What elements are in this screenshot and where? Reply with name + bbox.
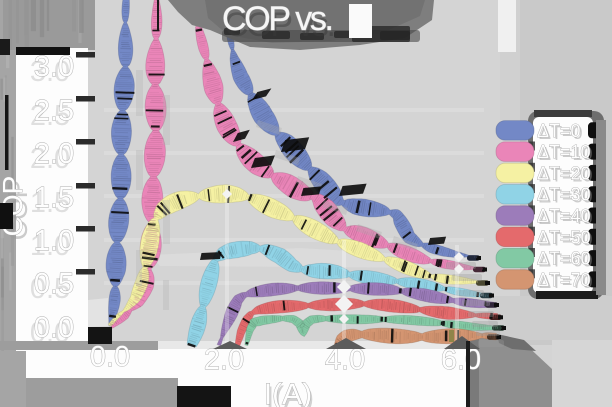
svg-text:1.0: 1.0 xyxy=(30,230,70,262)
svg-text:I(A): I(A) xyxy=(264,378,312,407)
svg-text:ΔT=30: ΔT=30 xyxy=(537,185,591,205)
svg-text:1.5: 1.5 xyxy=(34,182,74,214)
svg-text:0.0: 0.0 xyxy=(34,312,74,344)
svg-text:ΔT=60: ΔT=60 xyxy=(539,251,593,271)
svg-text:ΔT=70: ΔT=70 xyxy=(537,270,591,290)
svg-text:ΔT=40: ΔT=40 xyxy=(537,206,591,226)
svg-text:ΔT=20: ΔT=20 xyxy=(537,163,591,183)
svg-text:0.0: 0.0 xyxy=(30,317,70,349)
svg-text:I(A): I(A) xyxy=(266,381,314,407)
svg-text:0.5: 0.5 xyxy=(34,268,74,300)
svg-text:6.0: 6.0 xyxy=(441,344,481,376)
svg-text:ΔT=0: ΔT=0 xyxy=(539,123,583,143)
svg-text:ΔT=0: ΔT=0 xyxy=(537,121,581,141)
svg-text:0.5: 0.5 xyxy=(30,273,70,305)
svg-text:4.0: 4.0 xyxy=(325,344,365,376)
svg-text:ΔT=10: ΔT=10 xyxy=(537,142,591,162)
svg-text:ΔT=30: ΔT=30 xyxy=(539,187,593,207)
svg-text:ΔT=60: ΔT=60 xyxy=(537,249,591,269)
svg-text:2.0: 2.0 xyxy=(34,138,74,170)
svg-text:2.0: 2.0 xyxy=(30,143,70,175)
svg-text:1.0: 1.0 xyxy=(34,225,74,257)
svg-text:COP vs.: COP vs. xyxy=(224,6,336,44)
svg-text:2.5: 2.5 xyxy=(30,100,70,132)
svg-text:ΔT=20: ΔT=20 xyxy=(539,165,593,185)
svg-text:3.0: 3.0 xyxy=(30,56,70,88)
svg-text:3.0: 3.0 xyxy=(34,51,74,83)
svg-text:1.5: 1.5 xyxy=(30,187,70,219)
svg-text:ΔT=40: ΔT=40 xyxy=(539,208,593,228)
svg-text:0.0: 0.0 xyxy=(90,341,130,373)
svg-text:2.0: 2.0 xyxy=(204,344,244,376)
svg-text:ΔT=50: ΔT=50 xyxy=(539,229,593,249)
svg-text:2.5: 2.5 xyxy=(34,95,74,127)
svg-text:COP vs.: COP vs. xyxy=(222,0,334,38)
svg-text:ΔT=70: ΔT=70 xyxy=(539,272,593,292)
svg-text:ΔT=50: ΔT=50 xyxy=(537,227,591,247)
svg-text:ΔT=10: ΔT=10 xyxy=(539,144,593,164)
